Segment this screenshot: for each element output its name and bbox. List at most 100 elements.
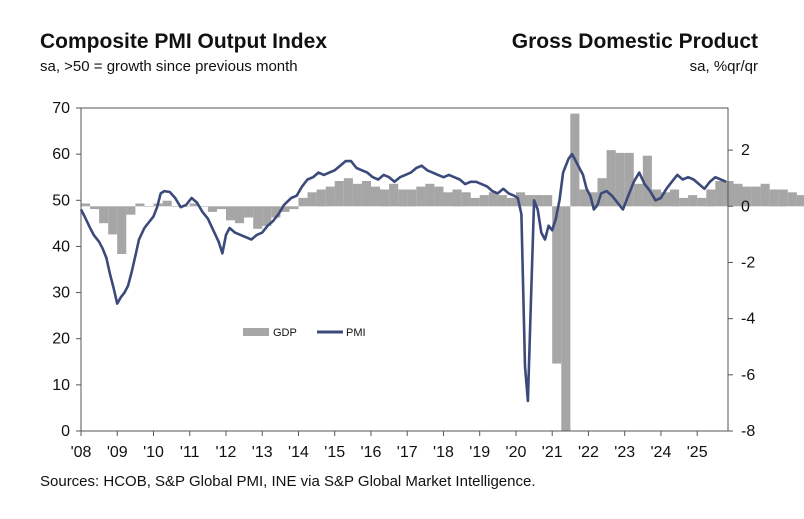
gdp-bar [289, 206, 299, 210]
gdp-bar [407, 189, 417, 207]
gdp-bar [479, 195, 489, 207]
legend-gdp-swatch [243, 328, 269, 336]
chart-legend: GDP PMI [243, 327, 366, 339]
gdp-bar [307, 192, 317, 207]
gdp-bar [534, 195, 544, 207]
gdp-bar [226, 206, 236, 221]
gdp-bars [81, 113, 804, 431]
pmi-chart-subtitle: sa, >50 = growth since previous month [40, 58, 298, 75]
gdp-bar [189, 203, 199, 207]
gdp-bar [769, 189, 779, 207]
left-tick-label: 30 [52, 285, 70, 302]
gdp-bar [144, 206, 154, 207]
gdp-bar [361, 181, 371, 207]
gdp-bar [724, 181, 734, 207]
right-tick-label: -2 [741, 254, 755, 271]
gdp-bar [117, 206, 127, 254]
right-tick-label: -4 [741, 311, 755, 328]
gdp-bar [688, 195, 698, 207]
gdp-bar [198, 206, 208, 207]
x-tick-label: '24 [651, 444, 672, 461]
x-tick-label: '10 [143, 444, 164, 461]
gdp-bar [235, 206, 245, 224]
gdp-bar [126, 206, 136, 215]
x-tick-label: '14 [288, 444, 309, 461]
gdp-bar [497, 195, 507, 207]
left-tick-label: 40 [52, 238, 70, 255]
gdp-bar [171, 206, 181, 207]
legend-pmi-label: PMI [346, 327, 366, 339]
gdp-bar [733, 183, 743, 207]
gdp-bar [316, 189, 326, 207]
x-tick-label: '20 [506, 444, 527, 461]
gdp-bar [760, 183, 770, 207]
gdp-bar [606, 150, 616, 207]
gdp-bar [380, 189, 390, 207]
gdp-bar [552, 206, 562, 364]
gdp-bar [561, 206, 571, 431]
x-tick-label: '21 [542, 444, 563, 461]
x-tick-label: '09 [107, 444, 128, 461]
legend-gdp-label: GDP [273, 327, 297, 339]
x-tick-label: '11 [180, 444, 200, 461]
gdp-bar [162, 200, 172, 207]
gdp-bar [398, 189, 408, 207]
gdp-bar [461, 192, 471, 207]
gdp-bar [543, 195, 553, 207]
gdp-bar [796, 195, 804, 207]
left-tick-label: 20 [52, 331, 70, 348]
gdp-bar [706, 189, 716, 207]
right-tick-label: -8 [741, 423, 755, 440]
left-tick-label: 60 [52, 146, 70, 163]
right-tick-label: 0 [741, 198, 750, 215]
gdp-bar [135, 203, 145, 207]
gdp-bar [642, 155, 652, 207]
x-tick-label: '18 [433, 444, 454, 461]
gdp-bar [108, 206, 118, 235]
gdp-bar [334, 181, 344, 207]
gdp-bar [352, 183, 362, 207]
gdp-bar [588, 192, 598, 207]
gdp-bar [488, 192, 498, 207]
left-tick-label: 50 [52, 192, 70, 209]
gdp-bar [81, 203, 91, 207]
gdp-bar [371, 186, 381, 207]
gdp-bar [298, 197, 308, 207]
gdp-bar [679, 197, 689, 207]
plot-frame [80, 107, 729, 432]
gdp-bar [697, 197, 707, 207]
gdp-bar [253, 206, 263, 229]
gdp-bar [262, 206, 272, 226]
gdp-bar [615, 152, 625, 207]
gdp-bar [343, 178, 353, 207]
gdp-bar [660, 192, 670, 207]
gdp-bar [434, 186, 444, 207]
gdp-bar [787, 192, 797, 207]
gdp-bar [244, 206, 254, 218]
gdp-chart-title: Gross Domestic Product [511, 30, 758, 53]
gdp-bar [751, 186, 761, 207]
gdp-bar [651, 189, 661, 207]
right-tick-label: -6 [741, 367, 755, 384]
gdp-bar [470, 197, 480, 207]
chart-axes: 0 10 20 30 40 50 60 70 -8 -6 -4 -2 0 2 '08 '09 '10 '11 '12… [52, 100, 755, 461]
x-tick-label: '19 [469, 444, 490, 461]
x-tick-label: '13 [252, 444, 273, 461]
gdp-bar [452, 189, 462, 207]
gdp-bar [271, 206, 281, 218]
gdp-bar [742, 186, 752, 207]
gdp-bar [516, 192, 526, 207]
left-tick-label: 70 [52, 100, 70, 117]
left-tick-label: 10 [52, 377, 70, 394]
gdp-bar [90, 206, 100, 210]
gdp-bar [579, 189, 589, 207]
gdp-bar [325, 186, 335, 207]
gdp-bar [416, 186, 426, 207]
gdp-bar [99, 206, 109, 224]
x-tick-label: '15 [324, 444, 345, 461]
right-tick-label: 2 [741, 142, 750, 159]
gdp-bar [280, 206, 290, 212]
x-tick-label: '16 [361, 444, 382, 461]
x-tick-label: '17 [397, 444, 418, 461]
